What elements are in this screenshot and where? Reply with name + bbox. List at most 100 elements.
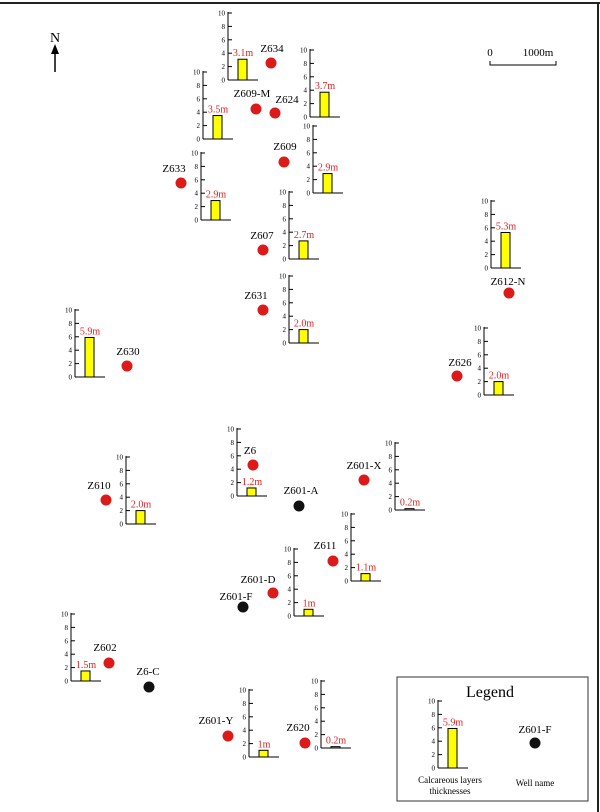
chart-tick-label: 8 (389, 453, 393, 461)
thickness-chart-z602: 0 2 4 6 8 10 1.5m (61, 611, 101, 686)
well-dot (451, 370, 463, 382)
well-z633: Z633 (162, 163, 187, 189)
chart-tick-label: 2 (315, 731, 319, 739)
chart-tick-label: 10 (279, 273, 287, 281)
thickness-chart-z601-y: 0 2 4 6 8 10 1m (239, 687, 279, 762)
legend-bar-caption-line1: Calcareous layers (418, 775, 482, 785)
thickness-chart-z624: 0 2 4 6 8 10 3.7m (300, 47, 340, 122)
chart-tick-label: 10 (279, 189, 287, 197)
well-z624: Z624 (269, 94, 299, 119)
chart-tick-label: 6 (304, 73, 308, 81)
well-name-label: Z601-Y (199, 715, 234, 727)
well-dot (175, 177, 187, 189)
well-z6-c: Z6-C (136, 666, 160, 693)
chart-tick-label: 0 (222, 77, 226, 85)
well-name-label: Z612-N (491, 276, 526, 288)
well-z609: Z609 (273, 141, 297, 168)
chart-tick-label: 6 (65, 637, 69, 645)
thickness-value-label: 0.2m (326, 736, 347, 747)
thickness-chart-legend: 0 2 4 6 8 10 5.9m (428, 698, 468, 773)
thickness-chart-z631: 0 2 4 6 8 10 2.0m (279, 273, 319, 348)
well-name-label: Z633 (162, 163, 186, 175)
chart-tick-label: 10 (341, 511, 349, 519)
chart-tick-label: 10 (300, 47, 308, 55)
thickness-value-label: 1.1m (356, 563, 377, 574)
scale-bar: 0 1000m (487, 47, 557, 66)
well-z601-f: Z601-F (220, 591, 253, 613)
chart-tick-label: 10 (218, 10, 226, 18)
well-z631: Z631 (244, 290, 269, 316)
chart-tick-label: 6 (345, 537, 349, 545)
chart-tick-label: 4 (65, 651, 69, 659)
well-dot (327, 555, 339, 567)
north-arrow: N (50, 31, 60, 72)
thickness-value-label: 5.9m (443, 717, 464, 728)
chart-tick-label: 2 (195, 203, 199, 211)
well-dot (100, 494, 112, 506)
chart-tick-label: 6 (389, 466, 393, 474)
chart-tick-label: 2 (288, 599, 292, 607)
well-z602: Z602 (93, 642, 117, 669)
chart-tick-label: 2 (222, 63, 226, 71)
well-dot (299, 737, 311, 749)
chart-tick-label: 6 (478, 351, 482, 359)
chart-tick-label: 8 (485, 211, 489, 219)
well-z601-y: Z601-Y (199, 715, 234, 742)
well-dot (250, 103, 262, 115)
thickness-bar (210, 200, 221, 221)
chart-tick-label: 2 (432, 751, 436, 759)
chart-tick-label: 2 (231, 479, 235, 487)
chart-tick-label: 0 (195, 217, 199, 225)
chart-tick-label: 4 (432, 738, 436, 746)
thickness-value-label: 1.5m (76, 660, 97, 671)
well-z6: Z6 (244, 445, 259, 471)
chart-tick-label: 8 (222, 23, 226, 31)
chart-tick-label: 8 (197, 82, 201, 90)
chart-tick-label: 2 (283, 242, 287, 250)
well-name-label: Z626 (448, 357, 472, 369)
well-z601-a: Z601-A (284, 485, 318, 512)
thickness-bar (258, 749, 269, 758)
chart-tick-label: 10 (65, 307, 73, 315)
chart-tick-label: 0 (197, 136, 201, 144)
well-name-label: Z607 (250, 230, 274, 242)
well-dot (222, 730, 234, 742)
chart-tick-label: 0 (120, 521, 124, 529)
well-name-label: Z610 (87, 480, 111, 492)
well-dot (503, 287, 515, 299)
thickness-value-label: 3.1m (233, 48, 254, 59)
chart-tick-label: 4 (283, 229, 287, 237)
chart-tick-label: 4 (243, 727, 247, 735)
well-dot (103, 657, 115, 669)
thickness-value-label: 2.7m (294, 230, 315, 241)
thickness-chart-z612-n: 0 2 4 6 8 10 5.3m (481, 198, 521, 273)
thickness-value-label: 2.0m (489, 371, 510, 382)
chart-tick-label: 10 (284, 546, 292, 554)
well-name-label: Z601-D (241, 574, 276, 586)
thickness-chart-z611: 0 2 4 6 8 10 1.1m (341, 511, 381, 586)
chart-tick-label: 8 (195, 163, 199, 171)
chart-tick-label: 6 (307, 149, 311, 157)
chart-tick-label: 10 (474, 325, 482, 333)
well-name-label: Z630 (116, 346, 140, 358)
well-z620: Z620 (286, 722, 311, 749)
thickness-value-label: 2.9m (318, 163, 339, 174)
well-z601-d: Z601-D (241, 574, 279, 599)
chart-tick-label: 10 (61, 611, 69, 619)
thickness-bar (212, 115, 223, 140)
north-arrow-head (51, 44, 59, 54)
well-z607: Z607 (250, 230, 274, 256)
well-dot (247, 459, 259, 471)
well-z634: Z634 (260, 43, 284, 69)
chart-tick-label: 0 (283, 256, 287, 264)
thickness-value-label: 2.0m (131, 500, 152, 511)
thickness-bar (298, 240, 309, 260)
thickness-value-label: 3.7m (315, 81, 336, 92)
well-dot (121, 360, 133, 372)
chart-tick-label: 4 (389, 480, 393, 488)
well-name-label: Z601-X (347, 460, 382, 472)
chart-tick-label: 10 (116, 454, 124, 462)
chart-tick-label: 2 (120, 507, 124, 515)
chart-tick-label: 4 (288, 586, 292, 594)
